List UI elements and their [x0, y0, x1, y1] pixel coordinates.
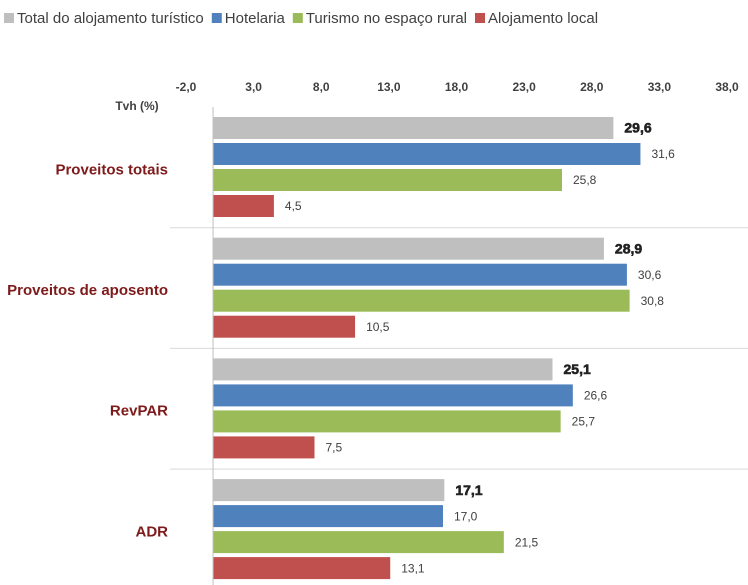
bar [213, 117, 614, 139]
value-label: 7,5 [325, 441, 342, 455]
x-tick-label: 28,0 [580, 80, 604, 94]
x-tick-label: 13,0 [377, 80, 401, 94]
legend-swatch [4, 13, 14, 23]
x-tick-label: 3,0 [245, 80, 262, 94]
x-tick-label: 33,0 [648, 80, 672, 94]
legend-label: Alojamento local [488, 10, 598, 27]
bar [213, 531, 504, 554]
bar [213, 410, 561, 433]
value-label: 26,6 [584, 389, 608, 403]
legend-swatch [292, 13, 303, 23]
legend-label: Turismo no espaço rural [306, 10, 467, 27]
value-label: 25,1 [564, 361, 591, 377]
value-label: 29,6 [624, 120, 651, 136]
x-tick-label: -2,0 [176, 80, 197, 94]
category-label: ADR [136, 523, 169, 540]
bar [213, 479, 445, 502]
x-tick-label: 23,0 [512, 80, 536, 94]
axis-label: Tvh (%) [115, 99, 158, 113]
legend-label: Total do alojamento turístico [17, 10, 204, 27]
bar [213, 384, 573, 407]
category-label: RevPAR [110, 403, 168, 420]
x-tick-label: 8,0 [313, 80, 330, 94]
bar [213, 237, 604, 260]
category-label: Proveitos totais [55, 161, 168, 178]
legend-swatch [211, 13, 222, 23]
bar [213, 557, 391, 580]
value-label: 17,0 [454, 509, 478, 523]
value-label: 4,5 [285, 199, 302, 213]
value-label: 25,7 [572, 415, 596, 429]
x-tick-label: 18,0 [445, 80, 469, 94]
value-label: 21,5 [515, 535, 539, 549]
bar [213, 358, 553, 381]
value-label: 31,6 [651, 147, 675, 161]
bar [213, 436, 315, 459]
value-label: 13,1 [401, 561, 425, 575]
value-label: 10,5 [366, 320, 390, 334]
bar [213, 195, 274, 217]
bar [213, 289, 630, 312]
bar [213, 505, 443, 528]
x-tick-label: 38,0 [715, 80, 739, 94]
value-label: 25,8 [573, 173, 597, 187]
value-label: 30,6 [638, 268, 662, 282]
bar [213, 263, 627, 286]
legend-swatch [475, 13, 485, 23]
value-label: 28,9 [615, 240, 642, 256]
bar [213, 143, 641, 165]
bar [213, 169, 562, 191]
value-label: 17,1 [455, 482, 482, 498]
category-label: Proveitos de aposento [7, 282, 168, 299]
legend-label: Hotelaria [225, 10, 286, 27]
bar [213, 315, 356, 338]
value-label: 30,8 [641, 294, 665, 308]
